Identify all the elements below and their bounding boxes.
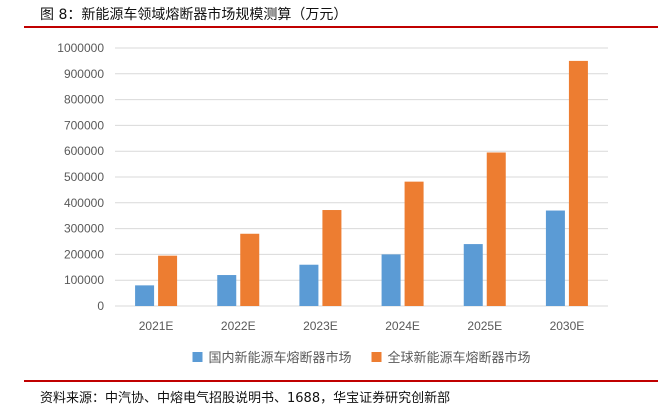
y-tick-label: 100000 — [64, 273, 104, 287]
y-axis-tick-labels: 0 100000 200000 300000 400000 500000 600000 700… — [57, 41, 104, 313]
bar-domestic-2022E — [217, 275, 237, 306]
legend-item: 全球新能源车熔断器市场 — [371, 350, 531, 366]
x-tick-label: 2030E — [550, 319, 585, 333]
gridlines — [115, 47, 608, 307]
y-tick-label: 800000 — [64, 93, 104, 107]
y-tick-label: 300000 — [64, 222, 104, 236]
bar-global-2022E — [240, 233, 260, 306]
bar-chart: 0 100000 200000 300000 400000 500000 600000 700… — [57, 41, 608, 366]
y-tick-label: 0 — [97, 299, 104, 313]
x-tick-label: 2023E — [303, 319, 338, 333]
legend-swatch — [192, 352, 203, 362]
bottom-divider — [24, 380, 658, 382]
bar-global-2030E — [568, 60, 588, 307]
legend-swatch — [371, 352, 382, 362]
x-tick-label: 2025E — [467, 319, 502, 333]
bar-domestic-2030E — [545, 210, 565, 306]
bar-global-2024E — [404, 181, 424, 306]
bar-global-2025E — [486, 152, 506, 306]
y-tick-label: 200000 — [64, 247, 104, 261]
bar-global-2023E — [322, 210, 342, 306]
bars — [135, 60, 588, 307]
y-tick-label: 900000 — [64, 67, 104, 81]
source-note: 资料来源：中汽协、中熔电气招股说明书、1688，华宝证券研究创新部 — [40, 391, 451, 406]
bar-global-2021E — [158, 255, 178, 306]
bar-domestic-2024E — [381, 254, 401, 306]
y-tick-label: 400000 — [64, 196, 104, 210]
bar-domestic-2021E — [135, 285, 155, 306]
y-tick-label: 500000 — [64, 170, 104, 184]
bar-domestic-2025E — [463, 244, 483, 306]
x-tick-label: 2022E — [221, 319, 256, 333]
figure-title: 图 8：新能源车领域熔断器市场规模测算（万元） — [40, 7, 348, 23]
y-tick-label: 1000000 — [57, 41, 104, 55]
legend-label: 国内新能源车熔断器市场 — [209, 350, 352, 366]
legend: 国内新能源车熔断器市场 全球新能源车熔断器市场 — [192, 350, 531, 366]
top-divider — [24, 26, 658, 28]
x-tick-label: 2021E — [139, 319, 174, 333]
y-tick-label: 600000 — [64, 144, 104, 158]
legend-label: 全球新能源车熔断器市场 — [388, 350, 531, 366]
bar-domestic-2023E — [299, 264, 319, 306]
x-axis-tick-labels: 2021E 2022E 2023E 2024E 2025E 2030E — [139, 319, 585, 333]
y-tick-label: 700000 — [64, 118, 104, 132]
x-tick-label: 2024E — [385, 319, 420, 333]
legend-item: 国内新能源车熔断器市场 — [192, 350, 352, 366]
